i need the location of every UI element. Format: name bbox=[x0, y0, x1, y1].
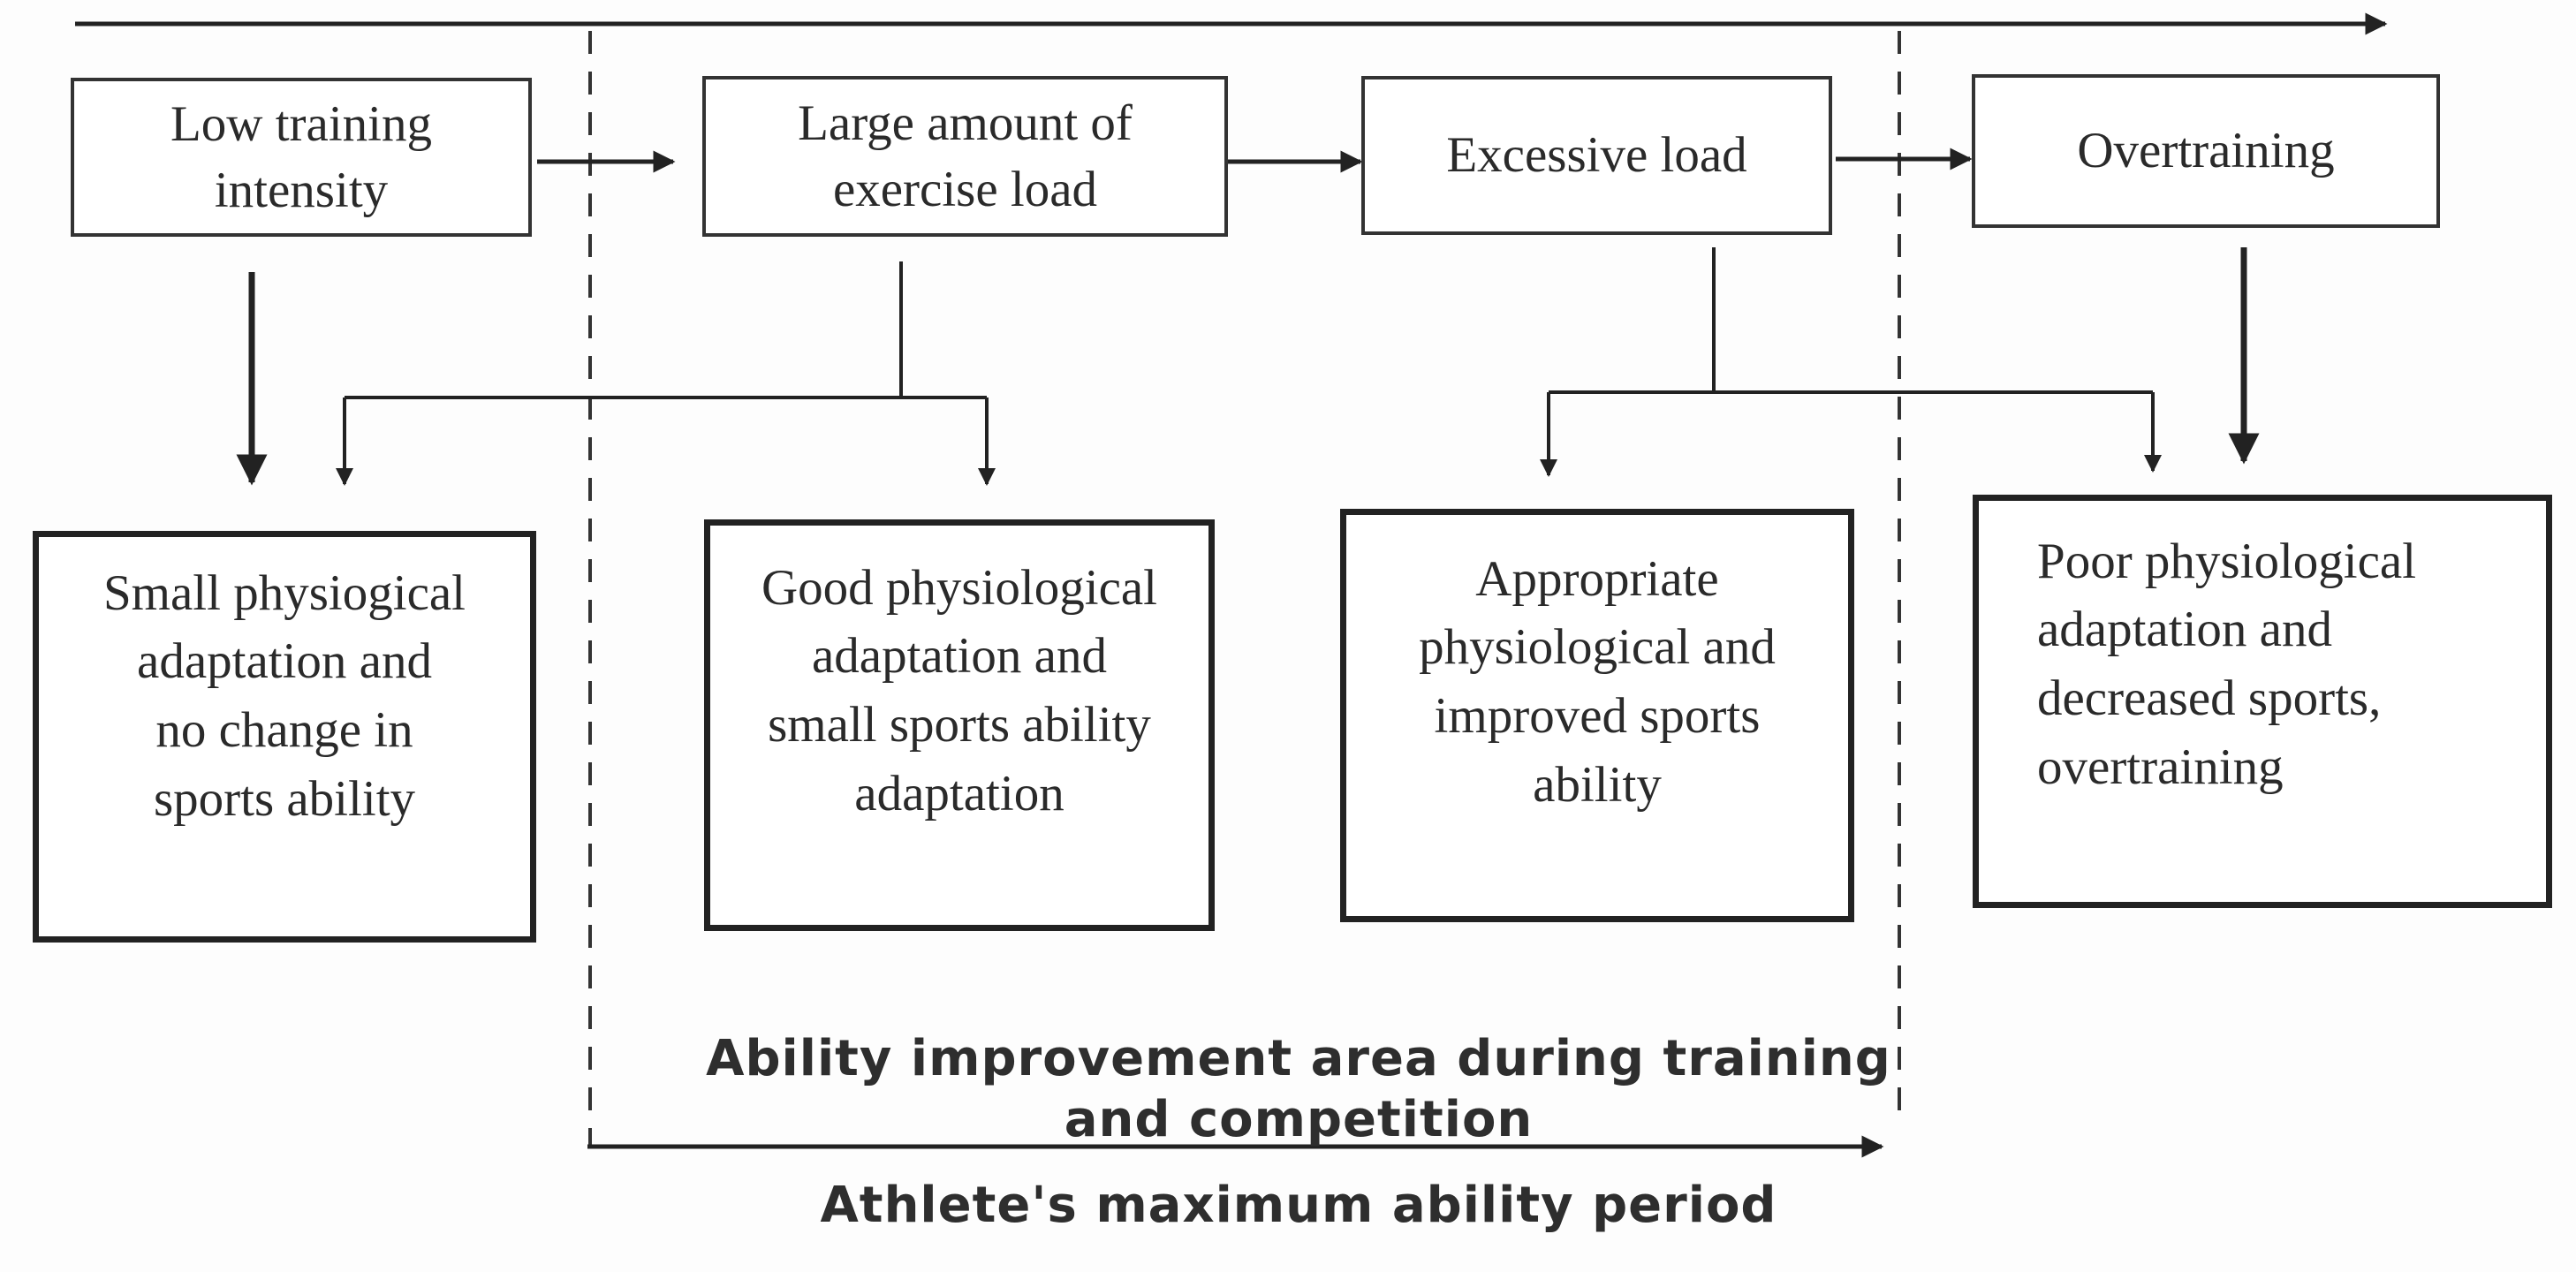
result-label: Appropriate physiological and improved s… bbox=[1419, 550, 1776, 813]
improvement-area-caption: Ability improvement area during training… bbox=[706, 1030, 1891, 1149]
stage-label: Low training intensity bbox=[170, 95, 433, 218]
connector-large-branch bbox=[345, 261, 903, 399]
result-box-good-adaptation: Good physiological adaptation and small … bbox=[704, 519, 1215, 931]
connector-excessive-branch bbox=[1549, 247, 1716, 394]
result-label: Poor physiological adaptation and decrea… bbox=[2037, 533, 2417, 795]
result-label: Small physiogical adaptation and no chan… bbox=[102, 564, 466, 827]
result-box-poor-adaptation: Poor physiological adaptation and decrea… bbox=[1973, 495, 2552, 908]
result-label: Good physiological adaptation and small … bbox=[761, 559, 1158, 822]
stage-label: Overtraining bbox=[2077, 123, 2335, 179]
result-box-small-adaptation: Small physiogical adaptation and no chan… bbox=[33, 531, 536, 943]
stage-box-low-intensity: Low training intensity bbox=[71, 78, 532, 237]
stage-label: Excessive load bbox=[1446, 127, 1747, 184]
stage-box-large-load: Large amount of exercise load bbox=[702, 76, 1228, 237]
result-box-appropriate-adaptation: Appropriate physiological and improved s… bbox=[1340, 509, 1854, 922]
stage-label: Large amount of exercise load bbox=[798, 95, 1133, 217]
stage-box-excessive-load: Excessive load bbox=[1361, 76, 1832, 235]
maximum-ability-period-caption: Athlete's maximum ability period bbox=[820, 1177, 1777, 1234]
stage-box-overtraining: Overtraining bbox=[1972, 74, 2440, 228]
